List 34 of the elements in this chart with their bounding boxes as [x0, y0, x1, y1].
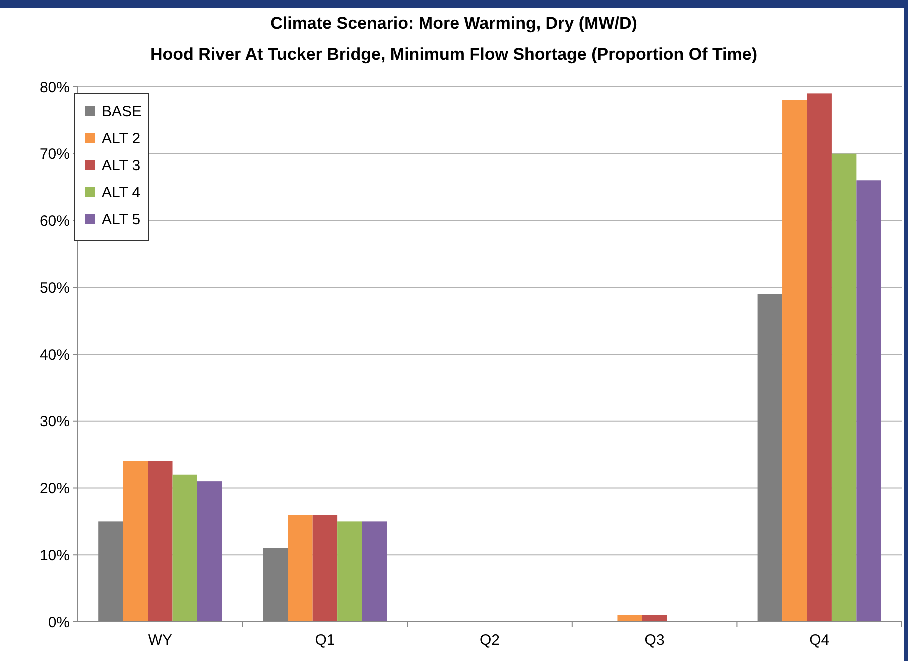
- legend-label: ALT 2: [102, 130, 141, 148]
- bar: [362, 522, 387, 622]
- x-tick-label: Q1: [315, 632, 336, 649]
- y-tick-label: 30%: [40, 414, 70, 431]
- y-tick-label: 60%: [40, 213, 70, 230]
- y-tick-label: 40%: [40, 346, 70, 364]
- bar: [338, 522, 362, 622]
- x-tick-label: Q4: [810, 632, 830, 649]
- bar: [856, 180, 882, 622]
- bar: [312, 515, 338, 622]
- chart-title: Climate Scenario: More Warming, Dry (MW/D): [270, 14, 638, 33]
- bar: [123, 462, 148, 622]
- bar: [618, 615, 642, 622]
- y-tick-label: 20%: [40, 480, 70, 498]
- y-tick-label: 0%: [48, 614, 70, 632]
- bar: [832, 154, 857, 622]
- legend-label: ALT 5: [102, 211, 141, 228]
- bar: [782, 100, 808, 622]
- bar: [197, 482, 222, 622]
- x-tick-label: Q3: [644, 632, 665, 649]
- legend-label: BASE: [102, 103, 142, 120]
- legend-label: ALT 4: [102, 184, 141, 202]
- bar: [172, 474, 198, 622]
- bar: [288, 515, 313, 622]
- y-tick-label: 50%: [40, 280, 70, 297]
- legend-label: ALT 3: [102, 157, 141, 174]
- x-tick-label: Q2: [480, 632, 500, 649]
- y-tick-label: 10%: [40, 547, 70, 564]
- bar: [148, 462, 173, 622]
- y-tick-label: 70%: [40, 146, 70, 164]
- chart-subtitle: Hood River At Tucker Bridge, Minimum Flow Shortage (Proportion Of Time): [150, 45, 758, 64]
- x-tick-label: WY: [148, 632, 172, 649]
- y-tick-label: 80%: [40, 79, 70, 96]
- bar: [807, 94, 832, 622]
